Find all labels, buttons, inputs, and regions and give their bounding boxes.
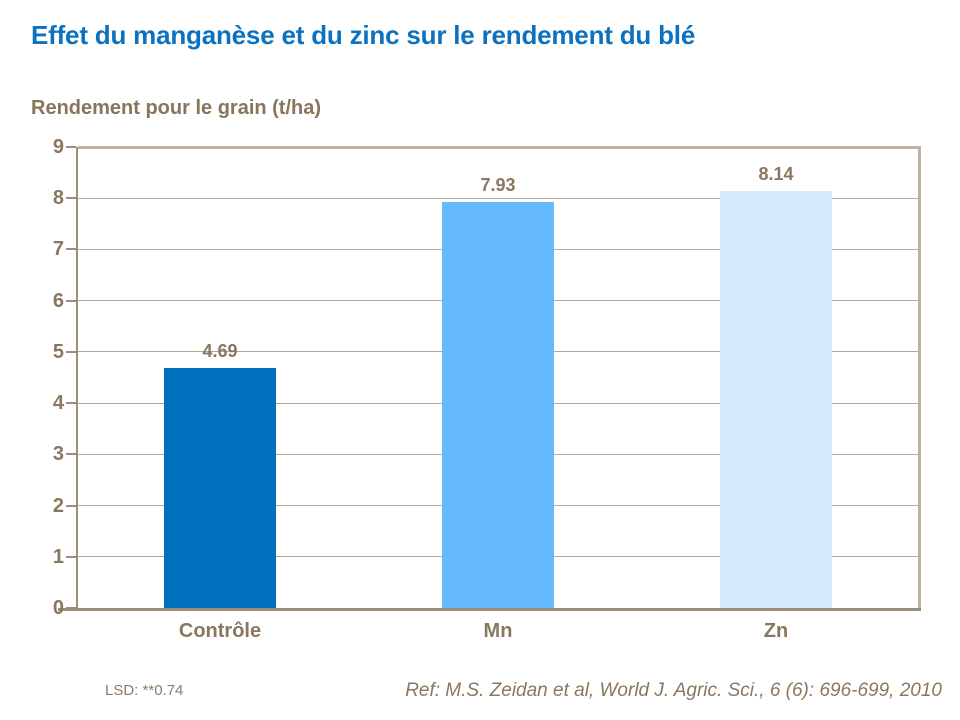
y-tick-label-6: 6 <box>52 289 64 312</box>
y-axis-line <box>76 147 78 608</box>
y-tick-2 <box>66 504 76 507</box>
plot-border-top <box>78 146 921 149</box>
chart-title: Effet du manganèse et du zinc sur le ren… <box>31 20 696 50</box>
y-tick-5 <box>66 350 76 353</box>
y-tick-label-3: 3 <box>52 443 64 466</box>
y-tick-3 <box>66 453 76 456</box>
plot-border-right <box>918 147 921 608</box>
y-tick-4 <box>66 402 76 405</box>
bar-mn <box>442 201 554 608</box>
plot-area: 0 1 2 3 4 5 6 7 8 9 4.69 7.93 8.14 <box>53 136 921 619</box>
y-tick-label-9: 9 <box>52 136 64 158</box>
bar-value-label-zn: 8.14 <box>758 164 794 185</box>
bar-value-label-mn: 7.93 <box>480 174 516 195</box>
y-tick-0 <box>66 607 76 609</box>
y-tick-8 <box>66 197 76 200</box>
bar-value-label-controle: 4.69 <box>202 340 238 361</box>
lsd-footnote: LSD: **0.74 <box>105 682 184 699</box>
y-tick-label-2: 2 <box>52 494 64 517</box>
y-tick-label-0: 0 <box>52 597 64 619</box>
y-tick-label-8: 8 <box>52 187 64 210</box>
x-category-label-mn: Mn <box>483 620 513 642</box>
y-axis-title: Rendement pour le grain (t/ha) <box>31 97 322 119</box>
y-tick-1 <box>66 555 76 558</box>
y-tick-7 <box>66 248 76 251</box>
y-tick-6 <box>66 299 76 302</box>
x-category-label-zn: Zn <box>763 620 789 642</box>
bar-zn <box>720 191 832 608</box>
x-axis-line <box>58 608 921 611</box>
y-tick-label-1: 1 <box>52 545 64 568</box>
y-tick-label-5: 5 <box>52 340 64 363</box>
gridline-y8 <box>78 197 918 199</box>
bar-controle <box>164 367 276 608</box>
y-tick-9 <box>66 146 76 148</box>
x-category-label-controle: Contrôle <box>178 620 262 642</box>
reference-citation: Ref: M.S. Zeidan et al, World J. Agric. … <box>405 680 942 701</box>
y-tick-label-4: 4 <box>52 392 64 415</box>
y-tick-label-7: 7 <box>52 238 64 261</box>
